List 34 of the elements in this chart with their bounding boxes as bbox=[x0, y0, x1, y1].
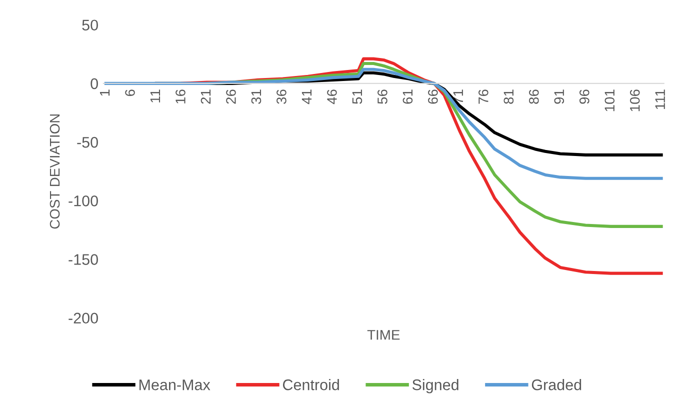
y-tick-label: -150 bbox=[68, 254, 98, 265]
legend-label: Signed bbox=[412, 379, 458, 394]
x-tick-label: 101 bbox=[604, 90, 615, 112]
x-tick-label: 11 bbox=[150, 90, 160, 102]
x-tick-label: 1 bbox=[100, 90, 110, 96]
legend-label: Centroid bbox=[282, 379, 339, 390]
y-tick-label: -200 bbox=[68, 312, 98, 324]
x-tick-label: 41 bbox=[302, 90, 312, 104]
x-tick-label: 86 bbox=[528, 90, 539, 104]
x-tick-label: 51 bbox=[352, 90, 362, 104]
y-tick-label: -100 bbox=[68, 196, 98, 206]
x-tick-label: 106 bbox=[630, 90, 640, 112]
x-tick-label: 76 bbox=[478, 90, 488, 104]
x-tick-label: 16 bbox=[176, 90, 186, 104]
x-tick-label: 91 bbox=[554, 90, 564, 104]
x-tick-label: 36 bbox=[276, 90, 286, 104]
x-tick-label: 61 bbox=[402, 90, 413, 104]
x-tick-label: 46 bbox=[327, 90, 337, 104]
x-tick-label: 56 bbox=[378, 90, 388, 104]
x-tick-label: 6 bbox=[125, 90, 135, 96]
x-tick-label: 81 bbox=[504, 90, 514, 104]
x-tick-label: 111 bbox=[655, 90, 665, 110]
x-tick-label: 31 bbox=[251, 90, 262, 104]
y-tick-label: -50 bbox=[77, 136, 98, 148]
y-tick-label: 0 bbox=[90, 78, 98, 90]
x-tick-label: 21 bbox=[200, 90, 211, 104]
x-axis-title: TIME bbox=[367, 330, 400, 340]
x-tick-label: 26 bbox=[226, 90, 236, 104]
x-tick-label: 66 bbox=[428, 90, 438, 104]
y-tick-label: 50 bbox=[82, 20, 98, 31]
legend-label: Graded bbox=[532, 379, 582, 390]
x-tick-label: 96 bbox=[579, 90, 590, 104]
legend-label: Mean-Max bbox=[139, 380, 210, 390]
y-axis-title: COST DEVIATION bbox=[50, 114, 60, 229]
